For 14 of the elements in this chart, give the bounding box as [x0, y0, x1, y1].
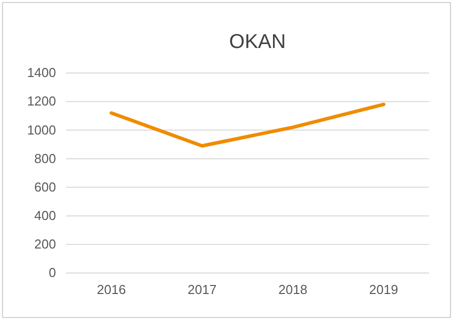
- line-series: [110, 102, 386, 148]
- x-tick-label: 2017: [188, 282, 217, 298]
- y-tick-label: 600: [34, 179, 56, 194]
- x-tick-label: 2018: [278, 282, 308, 298]
- x-tick-label: 2016: [96, 282, 126, 298]
- y-tick-label: 0: [48, 265, 56, 280]
- y-tick-label: 800: [34, 150, 56, 166]
- y-tick-label: 400: [34, 208, 56, 224]
- y-tick-label: 1200: [27, 94, 56, 109]
- chart-title: OKAN: [229, 31, 286, 53]
- y-tick-label: 1000: [27, 122, 56, 138]
- y-tick-label: 1400: [27, 65, 56, 80]
- x-tick-label: 2019: [369, 282, 398, 298]
- y-tick-label: 200: [34, 236, 56, 252]
